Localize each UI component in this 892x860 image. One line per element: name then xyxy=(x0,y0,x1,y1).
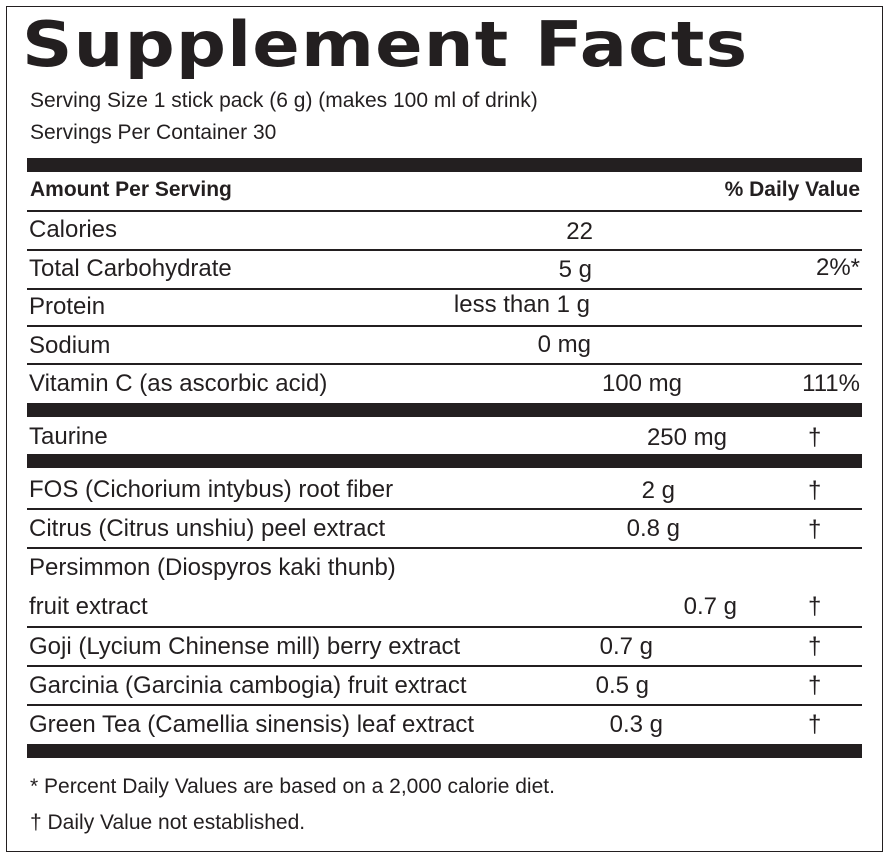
serving-size: Serving Size 1 stick pack (6 g) (makes 1… xyxy=(30,89,538,112)
dagger-mark: † xyxy=(808,477,822,504)
dagger-mark: † xyxy=(808,633,822,660)
thick-divider xyxy=(27,454,862,468)
nutrient-name: Persimmon (Diospyros kaki thunb) xyxy=(29,554,396,581)
nutrient-name-continued: fruit extract xyxy=(29,593,148,620)
daily-value-header: % Daily Value xyxy=(724,178,860,201)
nutrient-name: Total Carbohydrate xyxy=(29,255,232,282)
nutrient-name: Garcinia (Garcinia cambogia) fruit extra… xyxy=(29,672,467,699)
nutrient-amount: less than 1 g xyxy=(453,291,590,318)
nutrient-name: Green Tea (Camellia sinensis) leaf extra… xyxy=(29,711,475,738)
nutrient-amount: 5 g xyxy=(558,256,592,283)
divider xyxy=(27,704,862,706)
divider xyxy=(27,210,862,212)
divider xyxy=(27,508,862,510)
nutrient-name: Protein xyxy=(29,293,106,320)
nutrient-amount: 250 mg xyxy=(646,424,727,451)
nutrient-name: Vitamin C (as ascorbic acid) xyxy=(29,370,328,397)
divider xyxy=(27,665,862,667)
nutrient-amount: 100 mg xyxy=(601,370,682,397)
servings-per-container: Servings Per Container 30 xyxy=(30,121,277,144)
dagger-mark: † xyxy=(808,672,822,699)
dagger-mark: † xyxy=(808,711,822,738)
divider xyxy=(27,363,862,365)
nutrient-name: Sodium xyxy=(29,332,111,359)
nutrient-amount: 0.7 g xyxy=(599,633,653,660)
thick-divider xyxy=(27,403,862,417)
divider xyxy=(27,288,862,290)
dagger-mark: † xyxy=(808,424,822,451)
nutrient-amount: 0.7 g xyxy=(683,593,737,620)
divider xyxy=(27,249,862,251)
nutrient-dv: 111% xyxy=(802,370,860,397)
nutrient-amount: 0.8 g xyxy=(626,515,680,542)
divider xyxy=(27,547,862,549)
dagger-mark: † xyxy=(808,516,822,543)
thick-divider xyxy=(27,744,862,758)
nutrient-amount: 0.5 g xyxy=(595,672,649,699)
label-border xyxy=(6,6,883,852)
nutrient-name: Calories xyxy=(29,216,118,243)
nutrient-dv: 2%* xyxy=(815,254,860,281)
nutrient-name: Taurine xyxy=(29,423,108,450)
nutrient-name: Citrus (Citrus unshiu) peel extract xyxy=(29,515,386,542)
divider xyxy=(27,626,862,628)
nutrient-amount: 2 g xyxy=(641,477,675,504)
divider xyxy=(27,325,862,327)
nutrient-amount: 22 xyxy=(566,218,593,245)
nutrient-amount: 0 mg xyxy=(537,331,591,358)
amount-per-serving-header: Amount Per Serving xyxy=(30,178,232,201)
thick-divider xyxy=(27,158,862,172)
footnote-daily-value-not-established: † Daily Value not established. xyxy=(30,811,306,834)
nutrient-name: Goji (Lycium Chinense mill) berry extrac… xyxy=(29,633,461,660)
nutrient-amount: 0.3 g xyxy=(609,711,663,738)
label-title: Supplement Facts xyxy=(22,8,749,81)
footnote-percent-daily-value: * Percent Daily Values are based on a 2,… xyxy=(30,775,555,798)
dagger-mark: † xyxy=(808,593,822,620)
nutrient-name: FOS (Cichorium intybus) root fiber xyxy=(29,476,394,503)
